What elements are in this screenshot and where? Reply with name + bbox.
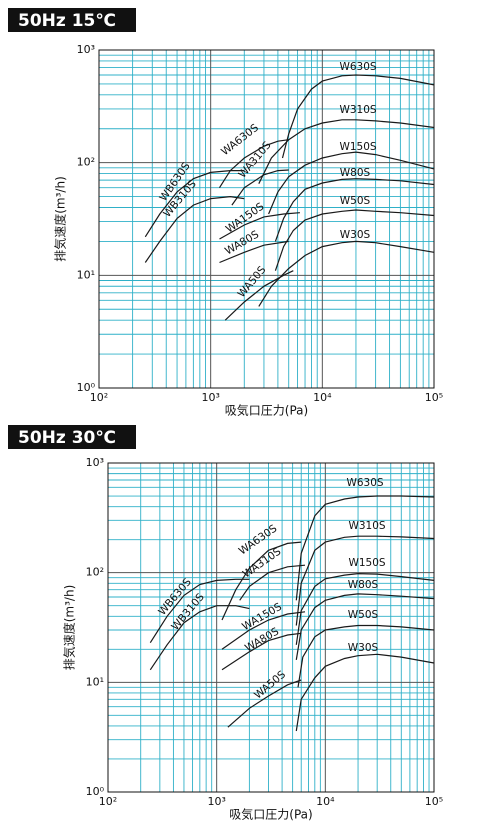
- curve-label: W80S: [348, 579, 379, 591]
- curve: [274, 178, 435, 242]
- x-tick-label: 10⁴: [316, 795, 335, 808]
- curve-label: W50S: [348, 609, 379, 621]
- curve: [295, 535, 435, 626]
- y-tick-label: 10¹: [86, 675, 104, 688]
- y-axis-label: 排気速度(m³/h): [53, 176, 68, 262]
- plot-background: [108, 463, 434, 792]
- title-box: [8, 8, 136, 32]
- curve: [295, 572, 435, 645]
- curve: [295, 593, 435, 660]
- curve-label: W30S: [348, 642, 379, 654]
- curve: [297, 624, 435, 688]
- curve-label: W630S: [346, 477, 383, 489]
- y-tick-label: 10³: [77, 43, 95, 56]
- curve-label: W310S: [348, 520, 385, 532]
- curve: [219, 212, 300, 240]
- curve-label: W310S: [339, 104, 376, 116]
- chart-title: 50Hz 30℃: [18, 428, 116, 448]
- curve: [144, 195, 245, 263]
- curve: [281, 74, 435, 159]
- curve: [295, 495, 435, 601]
- x-tick-label: 10⁵: [425, 795, 443, 808]
- plot-frame: [98, 49, 435, 389]
- curve: [274, 209, 435, 271]
- curve-label: W80S: [340, 167, 371, 179]
- curve: [258, 119, 435, 184]
- y-tick-label: 10²: [77, 156, 95, 169]
- chart-title: 50Hz 15℃: [18, 11, 116, 31]
- x-tick-label: 10²: [90, 391, 108, 404]
- curve-label: W150S: [348, 557, 385, 569]
- y-axis-label: 排気速度(m³/h): [62, 585, 77, 671]
- curve: [295, 653, 435, 732]
- x-axis-label: 吸気口圧力(Pa): [225, 403, 308, 418]
- y-tick-label: 10²: [86, 566, 104, 579]
- x-tick-label: 10²: [99, 795, 117, 808]
- curve: [149, 605, 250, 671]
- y-tick-label: 10⁰: [86, 785, 105, 798]
- curve: [149, 578, 250, 644]
- curve: [239, 564, 306, 601]
- curve-label: W630S: [339, 61, 376, 73]
- curve: [221, 611, 306, 650]
- curve: [231, 169, 289, 206]
- x-axis-label: 吸気口圧力(Pa): [229, 807, 312, 822]
- curve: [227, 679, 302, 728]
- y-tick-label: 10¹: [77, 268, 95, 281]
- curve: [268, 151, 435, 215]
- title-box: [8, 425, 136, 449]
- y-tick-label: 10³: [86, 456, 104, 469]
- curve: [221, 541, 302, 621]
- plot-frame: [107, 462, 435, 793]
- x-tick-label: 10⁴: [313, 391, 332, 404]
- curve: [144, 170, 245, 238]
- x-tick-label: 10³: [207, 795, 225, 808]
- curve: [219, 240, 289, 264]
- curve: [221, 632, 302, 671]
- curve: [224, 270, 294, 321]
- y-tick-label: 10⁰: [77, 381, 96, 394]
- curve-label: W30S: [340, 229, 371, 241]
- x-tick-label: 10³: [201, 391, 219, 404]
- x-tick-label: 10⁵: [425, 391, 443, 404]
- curve-label: W50S: [340, 195, 371, 207]
- plot-background: [99, 50, 434, 388]
- curve-label: W150S: [339, 141, 376, 153]
- curve: [218, 139, 289, 189]
